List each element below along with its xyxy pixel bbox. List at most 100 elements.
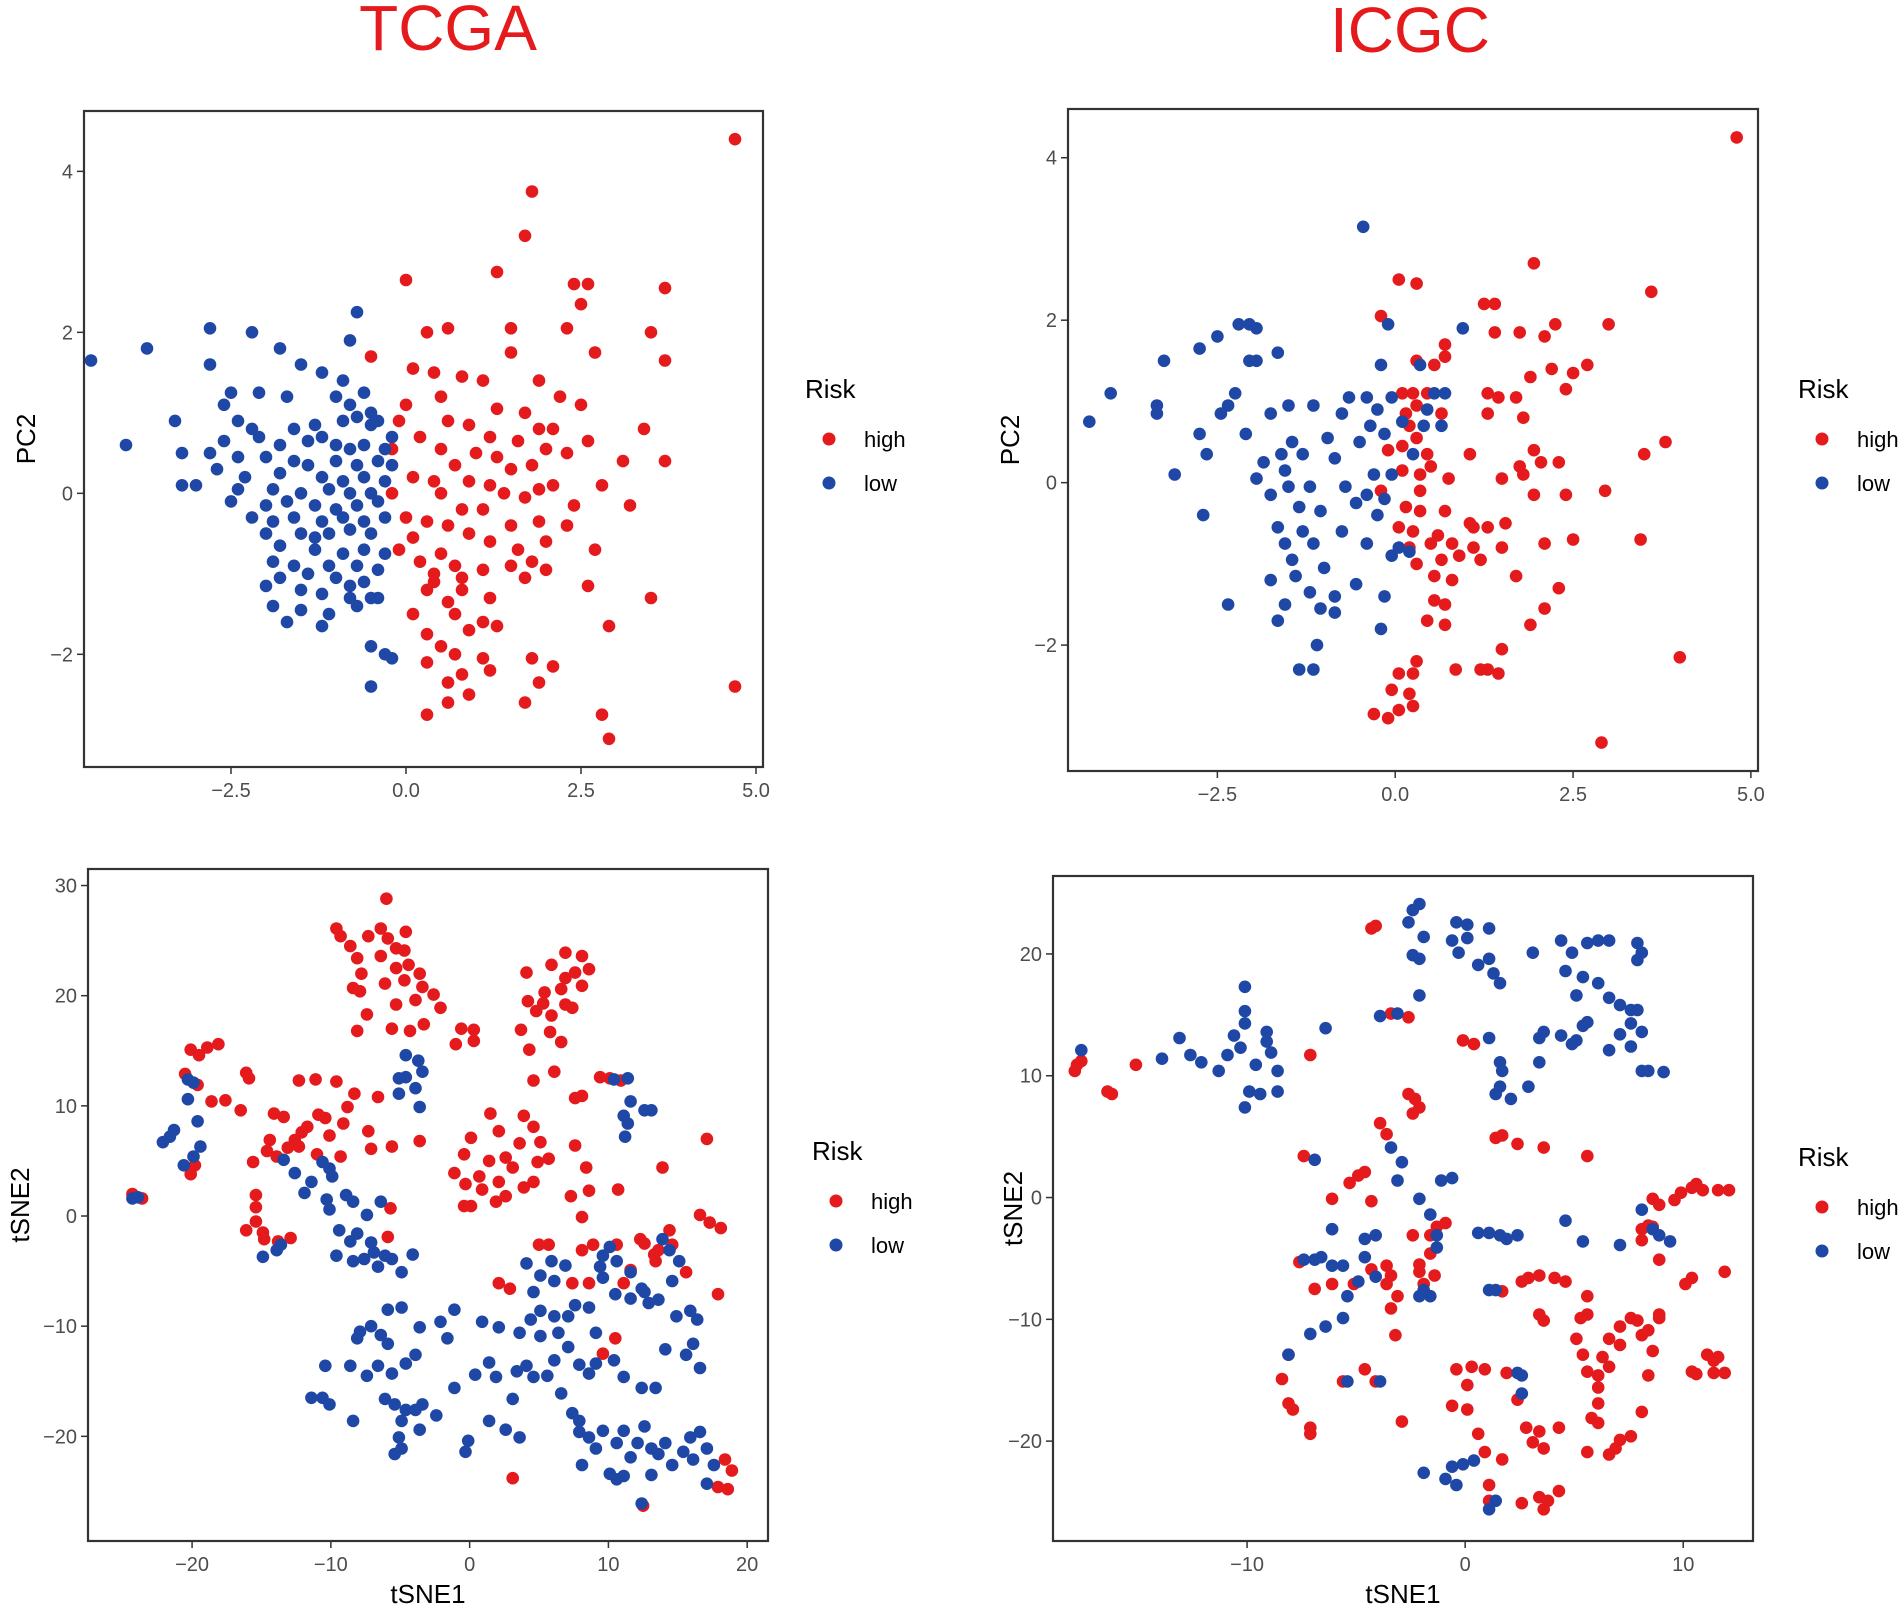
point-high	[482, 1154, 496, 1168]
point-low	[1335, 407, 1349, 420]
point-low	[1482, 952, 1496, 966]
point-low	[1150, 407, 1164, 420]
point-low	[336, 374, 350, 387]
point-low	[1358, 1250, 1372, 1264]
point-high	[417, 1018, 431, 1031]
point-high	[711, 1480, 725, 1494]
point-low	[346, 1414, 360, 1428]
x-tick-label: 5.0	[742, 780, 770, 802]
point-high	[1495, 642, 1509, 656]
point-low	[1193, 342, 1206, 355]
point-low	[1493, 976, 1507, 990]
point-low	[1234, 1041, 1247, 1054]
point-high	[1652, 1308, 1666, 1321]
y-axis-label: PC2	[995, 415, 1025, 466]
point-low	[357, 543, 371, 556]
point-high	[441, 676, 455, 689]
point-low	[388, 1398, 402, 1411]
point-low	[1403, 545, 1416, 558]
point-low	[371, 1359, 385, 1373]
point-low	[589, 1326, 603, 1340]
point-low	[573, 1425, 586, 1439]
point-high	[1527, 443, 1541, 457]
point-low	[1439, 1472, 1452, 1486]
point-high	[413, 967, 427, 980]
point-high	[1380, 1127, 1393, 1141]
point-low	[1371, 403, 1384, 416]
point-low	[1349, 496, 1363, 510]
point-high	[1439, 1216, 1452, 1230]
point-high	[1673, 651, 1687, 664]
point-high	[1325, 1192, 1339, 1206]
point-high	[525, 652, 539, 665]
point-high	[462, 623, 476, 637]
point-low	[1243, 354, 1256, 368]
tcga-tsne-scatter: −20 −10 0 10 20 −20 −10 0 10 20 30 tSNE1 tSNE2 Riskhi…	[5, 867, 913, 1606]
point-high	[1722, 1183, 1736, 1197]
point-high	[364, 1142, 378, 1156]
point-high	[1598, 484, 1612, 498]
point-high	[1428, 569, 1441, 583]
point-high	[1645, 285, 1658, 299]
point-high	[1369, 919, 1382, 933]
point-low	[527, 1285, 540, 1299]
y-tick-label: 20	[1020, 944, 1042, 966]
x-tick-label: −20	[175, 1554, 209, 1576]
point-high	[1624, 1430, 1638, 1443]
point-low	[1319, 1021, 1332, 1035]
point-low	[1221, 598, 1235, 611]
point-high	[457, 1148, 471, 1161]
point-high	[1534, 456, 1548, 469]
point-high	[1424, 460, 1438, 473]
plot-frame	[1051, 874, 1755, 1543]
point-low	[548, 1274, 561, 1288]
point-high	[652, 1243, 665, 1257]
point-high	[718, 1453, 732, 1466]
point-high	[1467, 521, 1480, 534]
legend-key-low	[1815, 476, 1829, 490]
point-low	[203, 322, 217, 335]
point-high	[582, 962, 596, 976]
point-high	[476, 652, 490, 665]
point-low	[1339, 480, 1352, 494]
point-high	[1549, 318, 1562, 331]
point-low	[409, 1081, 422, 1095]
point-high	[371, 1090, 385, 1104]
point-low	[1307, 399, 1320, 412]
point-high	[277, 1110, 291, 1124]
legend-key-high	[822, 432, 836, 446]
point-high	[483, 591, 497, 605]
point-low	[1228, 387, 1242, 400]
point-low	[624, 1095, 637, 1108]
point-low	[301, 567, 315, 581]
point-high	[462, 688, 476, 701]
point-high	[1424, 537, 1438, 550]
point-low	[329, 571, 343, 585]
point-low	[1613, 998, 1627, 1012]
point-high	[523, 1043, 536, 1056]
point-high	[1495, 472, 1509, 485]
point-low	[527, 1370, 540, 1384]
point-low	[360, 1369, 374, 1383]
x-axis-label: tSNE1	[1365, 1579, 1440, 1606]
point-high	[1511, 1137, 1524, 1151]
point-high	[532, 676, 546, 689]
point-high	[467, 1034, 481, 1048]
point-low	[1452, 946, 1465, 959]
x-tick-label: −2.5	[211, 780, 250, 802]
point-high	[1581, 1365, 1594, 1378]
point-low	[1385, 468, 1398, 481]
point-high	[1652, 1253, 1666, 1266]
point-high	[1515, 1496, 1529, 1510]
point-high	[1718, 1366, 1731, 1380]
x-tick-label: 2.5	[1559, 784, 1587, 806]
point-low	[1289, 569, 1302, 583]
point-high	[475, 1183, 489, 1196]
point-low	[1336, 1259, 1350, 1272]
point-low	[119, 438, 133, 452]
point-high	[593, 1070, 607, 1084]
point-high	[517, 1181, 531, 1194]
point-low	[381, 1303, 395, 1316]
point-low	[665, 1458, 679, 1472]
